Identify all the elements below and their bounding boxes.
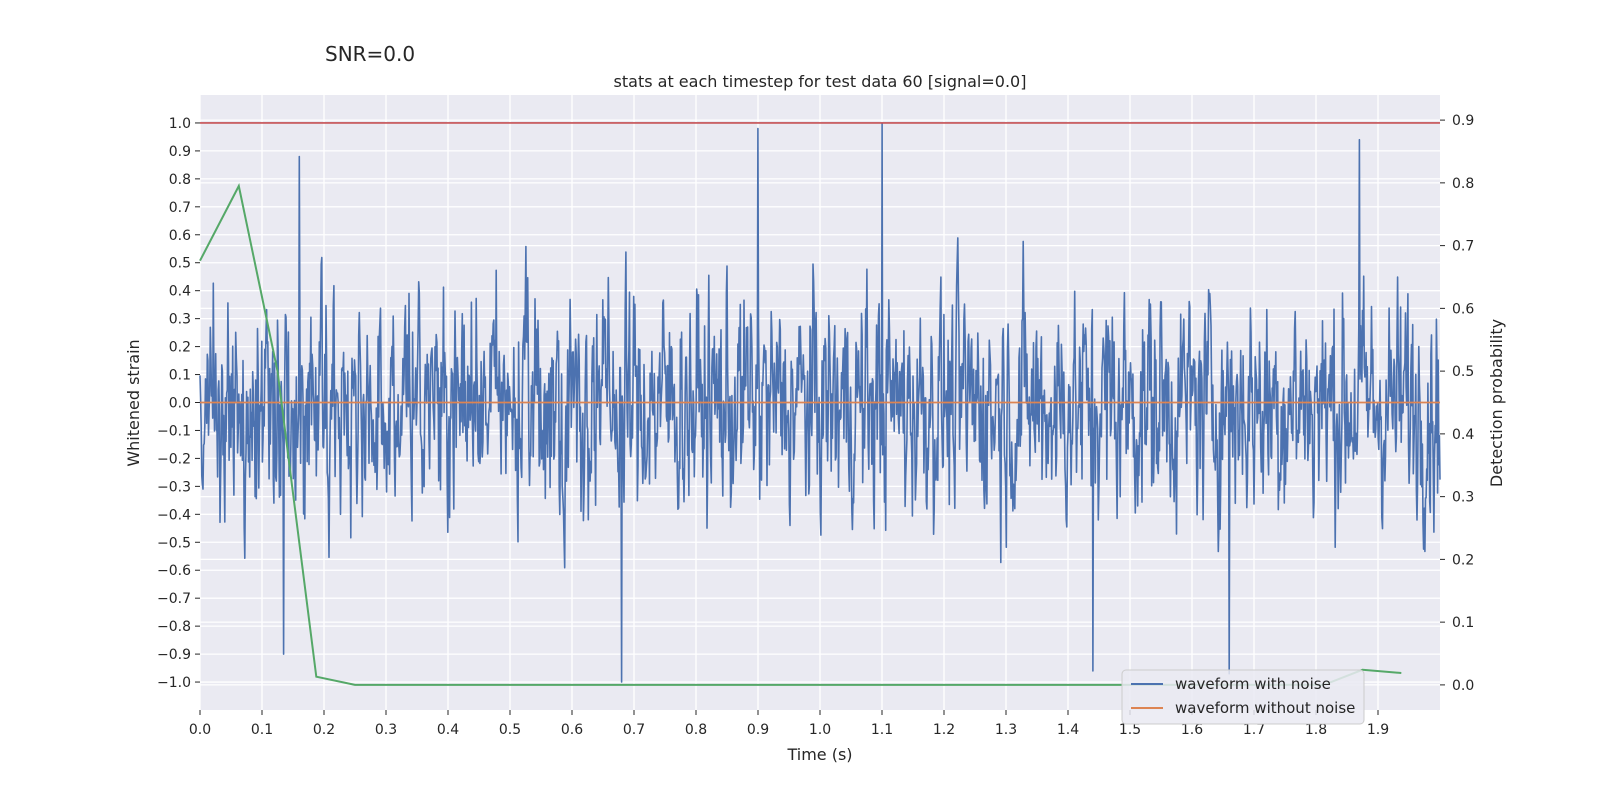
x-tick-label: 1.0 [809, 722, 831, 738]
y2-tick-label: 0.2 [1452, 552, 1474, 568]
x-tick-label: 0.9 [747, 722, 769, 738]
x-tick-label: 1.8 [1305, 722, 1327, 738]
y2-tick-label: 0.6 [1452, 301, 1474, 317]
x-tick-label: 0.5 [499, 722, 521, 738]
left-axis: 1.0 0.9 0.8 0.7 0.6 0.5 0.4 0.3 0.2 0.1 0.0 −0.1 −0.… [157, 116, 200, 691]
y2-tick-label: 0.7 [1452, 239, 1474, 255]
y-tick-label: 0.4 [169, 284, 191, 300]
y2-tick-label: 0.1 [1452, 615, 1474, 631]
y-tick-label: 0.0 [169, 396, 191, 412]
x-tick-label: 1.4 [1057, 722, 1079, 738]
x-axis: 0.0 0.1 0.2 0.3 0.4 0.5 0.6 0.7 0.8 0.9 1.0 1.1 1.2 1… [189, 710, 1389, 738]
y-tick-label: −0.1 [157, 423, 191, 439]
y2-tick-label: 0.9 [1452, 113, 1474, 129]
x-tick-label: 0.3 [375, 722, 397, 738]
x-tick-label: 1.9 [1367, 722, 1389, 738]
y-tick-label: 0.1 [169, 368, 191, 384]
x-axis-title: Time (s) [786, 745, 852, 764]
x-tick-label: 0.2 [313, 722, 335, 738]
y-tick-label: 1.0 [169, 116, 191, 132]
y2-tick-label: 0.3 [1452, 490, 1474, 506]
x-tick-label: 1.3 [995, 722, 1017, 738]
x-tick-label: 0.6 [561, 722, 583, 738]
y-tick-label: −0.9 [157, 647, 191, 663]
y2-axis-title: Detection probability [1487, 319, 1506, 487]
y2-tick-label: 0.8 [1452, 176, 1474, 192]
legend: waveform with noise waveform without noi… [1121, 669, 1365, 725]
x-tick-label: 0.7 [623, 722, 645, 738]
y-tick-label: −1.0 [157, 675, 191, 691]
y2-tick-label: 0.5 [1452, 364, 1474, 380]
y-tick-label: −0.2 [157, 451, 191, 467]
y-tick-label: −0.4 [157, 507, 191, 523]
right-axis: 0.9 0.8 0.7 0.6 0.5 0.4 0.3 0.2 0.1 0.0 [1440, 113, 1474, 694]
y-tick-label: −0.3 [157, 479, 191, 495]
x-tick-label: 0.1 [251, 722, 273, 738]
y-tick-label: 0.3 [169, 312, 191, 328]
y2-tick-label: 0.0 [1452, 678, 1474, 694]
y-tick-label: 0.7 [169, 200, 191, 216]
legend-box [1121, 669, 1365, 725]
y-tick-label: 0.2 [169, 340, 191, 356]
legend-label-noise: waveform with noise [1175, 675, 1331, 693]
x-tick-label: 1.7 [1243, 722, 1265, 738]
x-tick-label: 1.2 [933, 722, 955, 738]
y-tick-label: −0.5 [157, 535, 191, 551]
y-tick-label: −0.6 [157, 563, 191, 579]
snr-label: SNR=0.0 [325, 42, 416, 66]
y-tick-label: 0.9 [169, 144, 191, 160]
y-tick-label: 0.8 [169, 172, 191, 188]
legend-label-clean: waveform without noise [1175, 699, 1355, 717]
y2-tick-label: 0.4 [1452, 427, 1474, 443]
x-tick-label: 1.1 [871, 722, 893, 738]
x-tick-label: 1.6 [1181, 722, 1203, 738]
x-tick-label: 0.8 [685, 722, 707, 738]
y-tick-label: −0.8 [157, 619, 191, 635]
y-axis-title: Whitened strain [124, 339, 143, 466]
x-tick-label: 1.5 [1119, 722, 1141, 738]
y-tick-label: −0.7 [157, 591, 191, 607]
y-tick-label: 0.6 [169, 228, 191, 244]
x-tick-label: 0.0 [189, 722, 211, 738]
y-tick-label: 0.5 [169, 256, 191, 272]
plot-title: stats at each timestep for test data 60 … [614, 72, 1027, 91]
x-tick-label: 0.4 [437, 722, 459, 738]
